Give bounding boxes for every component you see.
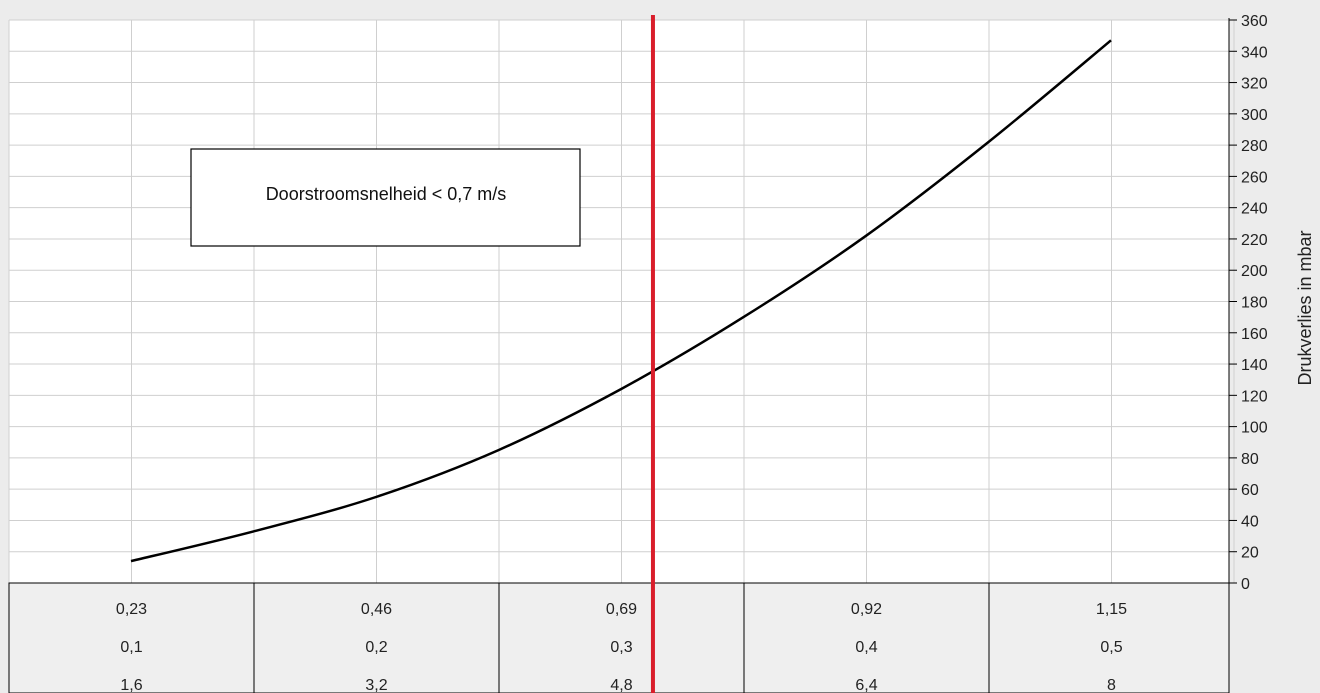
annotation-box: Doorstroomsnelheid < 0,7 m/s (190, 148, 581, 247)
table-labels: 0,23 0,46 0,69 0,92 1,15 0,1 0,2 0,3 0,4 0,5 1,6 3,… (116, 601, 1127, 693)
y-tick-label: 220 (1241, 232, 1268, 249)
y-tick-label: 80 (1241, 451, 1259, 468)
y-axis-title: Drukverlies in mbar (1295, 230, 1315, 385)
y-tick-label: 60 (1241, 482, 1259, 499)
y-tick-label: 240 (1241, 201, 1268, 218)
y-tick-label: 100 (1241, 420, 1268, 437)
x-tick-label: 4,8 (610, 677, 632, 693)
x-tick-label: 3,2 (365, 677, 387, 693)
y-tick-label: 200 (1241, 263, 1268, 280)
x-tick-label: 1,6 (120, 677, 142, 693)
y-tick-label: 20 (1241, 545, 1259, 562)
y-axis: 0 20 40 60 80 100 120 140 160 180 200 220 240 260 280 3… (1228, 13, 1268, 593)
series-line (130, 39, 1112, 563)
table-dividers (253, 583, 990, 693)
y-tick-label: 40 (1241, 513, 1259, 530)
x-tick-label: 6,4 (855, 677, 877, 693)
table-background (8, 582, 1230, 693)
annotation-text: Doorstroomsnelheid < 0,7 m/s (266, 184, 507, 204)
x-tick-label: 0,3 (610, 639, 632, 656)
y-tick-label: 320 (1241, 76, 1268, 93)
y-tick-label: 180 (1241, 295, 1268, 312)
x-tick-label: 0,5 (1100, 639, 1122, 656)
x-tick-label: 0,23 (116, 601, 147, 618)
x-tick-label: 0,1 (120, 639, 142, 656)
x-tick-label: 0,2 (365, 639, 387, 656)
grid (8, 19, 1235, 584)
y-tick-label: 160 (1241, 326, 1268, 343)
y-tick-label: 340 (1241, 44, 1268, 61)
y-tick-label: 360 (1241, 13, 1268, 30)
y-tick-label: 120 (1241, 388, 1268, 405)
x-tick-label: 0,92 (851, 601, 882, 618)
y-tick-label: 260 (1241, 169, 1268, 186)
x-tick-label: 0,46 (361, 601, 392, 618)
x-tick-label: 0,69 (606, 601, 637, 618)
y-tick-label: 300 (1241, 107, 1268, 124)
y-tick-label: 140 (1241, 357, 1268, 374)
x-tick-label: 1,15 (1096, 601, 1127, 618)
y-tick-label: 0 (1241, 576, 1250, 593)
y-tick-label: 280 (1241, 138, 1268, 155)
x-tick-label: 0,4 (855, 639, 877, 656)
x-tick-label: 8 (1107, 677, 1116, 693)
